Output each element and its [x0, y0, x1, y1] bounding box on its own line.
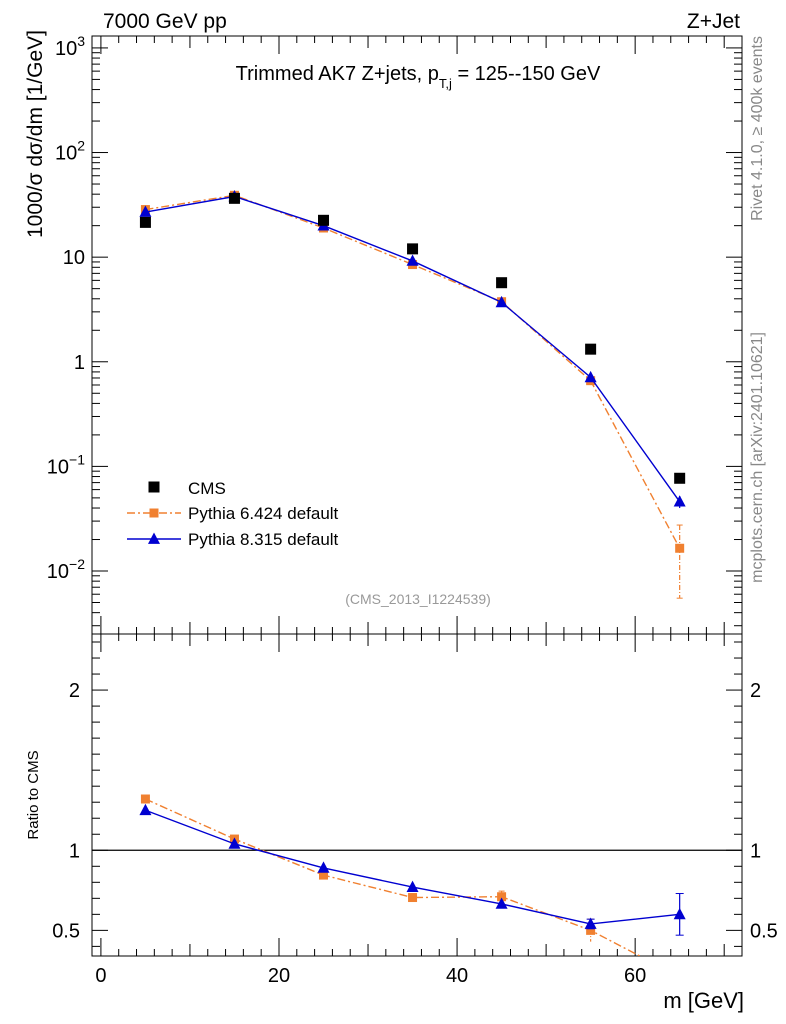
series-cms: [139, 192, 686, 484]
cms-point: [139, 216, 151, 228]
ratio-y-tick-label-right: 2: [750, 680, 761, 702]
main-y-tick-label: 10−2: [47, 556, 85, 583]
ratio-pythia6-point: [140, 794, 150, 804]
main-y-tick-label: 103: [55, 33, 85, 60]
rivet-version-label: Rivet 4.1.0, ≥ 400k events: [749, 36, 766, 221]
ratio-pythia8-point: [495, 897, 508, 909]
x-axis-label: m [GeV]: [663, 988, 744, 1013]
legend-cms-label: CMS: [188, 479, 226, 498]
x-tick-label: 60: [624, 965, 646, 987]
cms-point: [496, 277, 508, 289]
ratio-pythia8-point: [228, 837, 241, 849]
ratio-pythia6-point: [586, 925, 596, 935]
plot-title: Trimmed AK7 Z+jets, pT,j = 125--150 GeV: [236, 63, 601, 91]
ratio-y-tick-label-left: 2: [69, 680, 80, 702]
cms-point: [674, 472, 686, 484]
pythia8-point: [673, 495, 686, 507]
ratio-pythia8-point: [317, 861, 330, 873]
ratio-pythia8-point: [584, 917, 597, 929]
main-y-tick-label: 10: [63, 247, 85, 269]
main-y-tick-label: 102: [55, 138, 85, 165]
ratio-y-axis-label: Ratio to CMS: [25, 750, 42, 839]
pythia8-line: [145, 195, 681, 503]
ratio-pythia6-point: [497, 892, 507, 902]
main-y-tick-label: 10−1: [47, 451, 85, 478]
ratio-pythia8-point: [673, 907, 686, 920]
ratio-y-tick-label-right: 0.5: [750, 920, 778, 942]
legend-pythia6-label: Pythia 6.424 default: [188, 504, 339, 523]
header-energy-label: 7000 GeV pp: [103, 10, 227, 33]
ratio-pythia8-point: [139, 803, 152, 816]
pythia8-point: [406, 254, 419, 266]
x-ticks: 0 20 40 60: [95, 36, 725, 987]
cms-point: [585, 343, 597, 355]
pythia8-point: [139, 205, 152, 217]
ratio-y-tick-label-left: 0.5: [52, 920, 80, 942]
header-process-label: Z+Jet: [687, 10, 740, 33]
analysis-watermark: (CMS_2013_I1224539): [345, 591, 491, 607]
cms-point: [228, 192, 240, 204]
ratio-pythia8-point: [406, 880, 419, 892]
ratio-y-ticks: 0.5 0.5 1 1 2 2: [52, 641, 778, 947]
x-tick-label: 40: [446, 965, 468, 987]
main-y-axis-label: 1000/σ dσ/dm [1/GeV]: [24, 30, 47, 238]
pythia8-point: [584, 370, 597, 383]
mcplots-label: mcplots.cern.ch [arXiv:2401.10621]: [749, 332, 766, 583]
cms-point: [407, 243, 419, 255]
main-y-tick-label: 1: [74, 352, 85, 374]
ratio-plot-frame: [91, 633, 743, 957]
ratio-pythia6-point: [408, 893, 418, 903]
pythia8-point: [495, 295, 508, 308]
ratio-pythia8-line: [145, 809, 680, 925]
series-pythia8: [139, 190, 686, 509]
legend-cms-marker: [148, 481, 160, 493]
cms-point: [318, 214, 330, 226]
ratio-pythia6-point: [319, 870, 329, 880]
x-tick-label: 20: [268, 965, 290, 987]
x-tick-label: 0: [95, 965, 106, 987]
ratio-series: [139, 794, 686, 981]
ratio-y-tick-label-right: 1: [750, 840, 761, 862]
legend-pythia8-label: Pythia 8.315 default: [188, 530, 339, 549]
ratio-pythia6-point: [675, 972, 684, 981]
legend-pythia6-marker: [149, 508, 159, 518]
legend-pythia8-marker: [148, 532, 160, 544]
legend: CMS Pythia 6.424 default Pythia 8.315 defa…: [127, 479, 339, 549]
ratio-y-tick-label-left: 1: [69, 840, 80, 862]
pythia6-point: [675, 543, 685, 553]
